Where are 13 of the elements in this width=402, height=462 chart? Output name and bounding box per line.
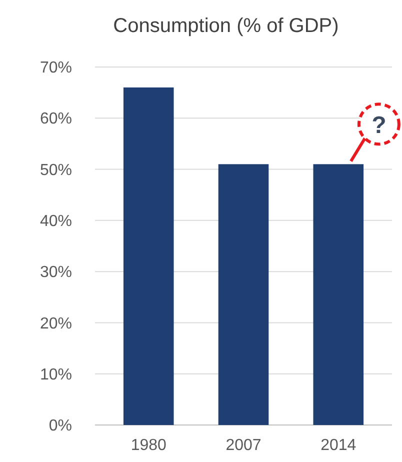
annotation: ? bbox=[372, 112, 386, 139]
y-tick-label: 60% bbox=[40, 110, 72, 128]
y-tick-label: 10% bbox=[40, 366, 72, 384]
y-tick-label: 70% bbox=[40, 60, 72, 77]
y-tick-label: 30% bbox=[40, 264, 72, 282]
y-tick-label: 20% bbox=[40, 315, 72, 332]
y-tick-label: 50% bbox=[40, 162, 72, 179]
x-tick-label: 2007 bbox=[226, 437, 262, 454]
chart-title: Consumption (% of GDP) bbox=[113, 15, 339, 37]
y-tick-label: 40% bbox=[40, 213, 72, 230]
y-tick-label: 0% bbox=[48, 418, 72, 435]
x-tick-label: 2014 bbox=[320, 437, 356, 454]
x-tick-label: 1980 bbox=[130, 437, 167, 454]
